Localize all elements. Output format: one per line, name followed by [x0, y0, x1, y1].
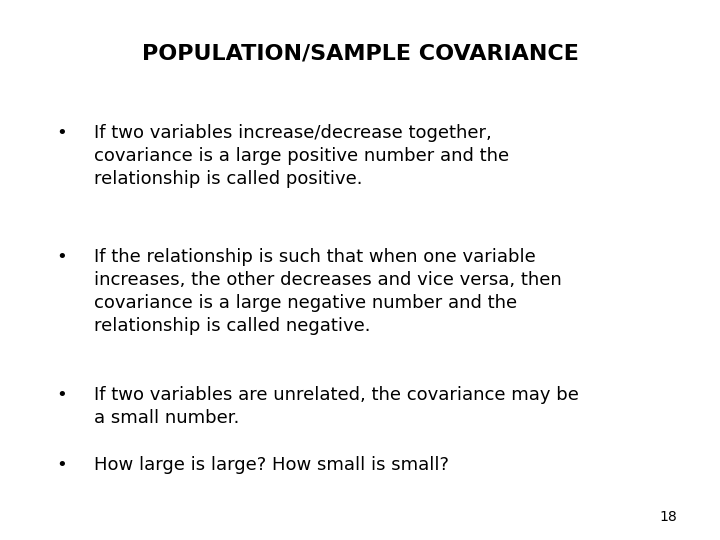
Text: 18: 18	[659, 510, 677, 524]
Text: •: •	[56, 456, 66, 474]
Text: If two variables increase/decrease together,
covariance is a large positive numb: If two variables increase/decrease toget…	[94, 124, 509, 188]
Text: If the relationship is such that when one variable
increases, the other decrease: If the relationship is such that when on…	[94, 248, 562, 335]
Text: •: •	[56, 124, 66, 142]
Text: How large is large? How small is small?: How large is large? How small is small?	[94, 456, 449, 474]
Text: •: •	[56, 248, 66, 266]
Text: POPULATION/SAMPLE COVARIANCE: POPULATION/SAMPLE COVARIANCE	[142, 43, 578, 63]
Text: If two variables are unrelated, the covariance may be
a small number.: If two variables are unrelated, the cova…	[94, 386, 578, 427]
Text: •: •	[56, 386, 66, 404]
